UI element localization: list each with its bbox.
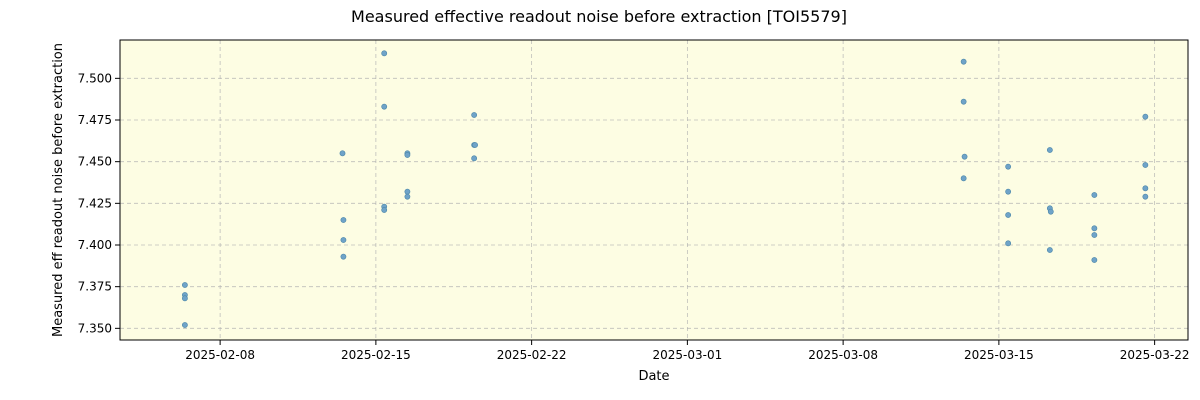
x-tick-label: 2025-03-01 — [653, 348, 723, 362]
x-tick-label: 2025-03-08 — [808, 348, 878, 362]
data-point — [1142, 185, 1149, 192]
data-point — [1091, 257, 1098, 263]
chart-title: Measured effective readout noise before … — [351, 7, 847, 26]
data-point — [960, 58, 967, 65]
data-point — [1005, 163, 1012, 170]
data-point — [1046, 147, 1053, 153]
x-tick-label: 2025-02-08 — [185, 348, 255, 362]
data-point — [340, 253, 347, 260]
plot-area — [120, 40, 1188, 340]
data-point — [1142, 162, 1149, 168]
data-point — [340, 237, 347, 243]
data-point — [181, 282, 188, 288]
data-point — [1005, 212, 1012, 218]
y-tick-label: 7.350 — [78, 321, 112, 335]
data-point — [181, 322, 188, 328]
data-point — [1091, 192, 1098, 198]
y-tick-label: 7.375 — [78, 280, 112, 294]
data-points — [181, 50, 1149, 328]
x-axis-label: Date — [638, 369, 669, 384]
data-point — [1142, 193, 1149, 200]
y-tick-label: 7.425 — [78, 196, 112, 210]
plot-frame — [119, 39, 1189, 341]
data-point — [960, 98, 967, 105]
x-tick-label: 2025-02-15 — [341, 348, 411, 362]
x-tick-label: 2025-02-22 — [497, 348, 567, 362]
data-point — [181, 295, 188, 302]
grid-lines — [120, 40, 1188, 340]
data-point — [404, 152, 411, 158]
data-point — [1046, 247, 1053, 253]
data-point — [960, 175, 967, 182]
y-tick-label: 7.450 — [78, 155, 112, 169]
data-point — [1005, 188, 1012, 195]
y-axis-label: Measured eff readout noise before extrac… — [51, 43, 66, 337]
data-point — [381, 103, 388, 110]
data-point — [1142, 113, 1149, 120]
data-point — [472, 142, 478, 148]
axis-ticks: 2025-02-08 2025-02-15 2025-02-22 2025-03-01… — [78, 71, 1190, 362]
data-point — [1091, 232, 1098, 238]
data-point — [1005, 240, 1012, 247]
data-point — [340, 217, 347, 223]
y-tick-label: 7.400 — [78, 238, 112, 252]
x-tick-label: 2025-03-15 — [964, 348, 1034, 362]
y-tick-label: 7.500 — [78, 71, 112, 85]
data-point — [961, 153, 968, 160]
data-point — [339, 150, 346, 157]
data-point — [471, 155, 478, 162]
data-point — [1091, 225, 1098, 232]
y-tick-label: 7.475 — [78, 113, 112, 127]
x-tick-label: 2025-03-22 — [1120, 348, 1190, 362]
data-point — [471, 112, 478, 118]
data-point — [404, 193, 411, 200]
data-point — [381, 207, 388, 213]
data-point — [381, 50, 388, 57]
data-point — [1047, 208, 1054, 215]
data-point — [404, 188, 411, 195]
